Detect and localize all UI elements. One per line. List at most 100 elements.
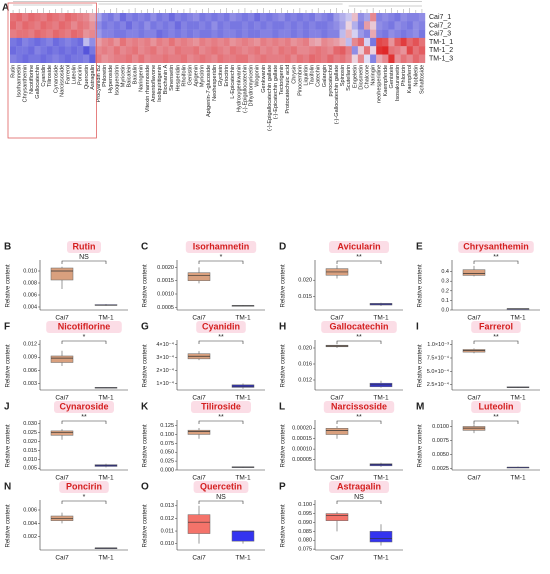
heatmap-cell	[107, 21, 114, 30]
heatmap-cell	[162, 37, 169, 47]
column-label: Cynaroside	[53, 65, 59, 93]
heatmap-cell	[217, 13, 224, 22]
y-tick-label: 0.0025	[432, 466, 449, 472]
heatmap-cell	[89, 54, 96, 63]
column-label: Dihydromyricetin	[249, 65, 255, 107]
y-tick-label: 0.020	[298, 345, 312, 351]
heatmap-cell	[64, 54, 72, 63]
y-tick-label: 0.100	[160, 432, 174, 438]
heatmap-cell	[363, 46, 371, 55]
heatmap-cell	[229, 46, 237, 55]
heatmap-cell	[168, 54, 175, 63]
heatmap-cell	[260, 54, 267, 63]
heatmap-cell	[40, 21, 47, 30]
heatmap-cell	[95, 13, 102, 22]
heatmap-cell	[309, 21, 316, 30]
heatmap-cell	[388, 46, 395, 55]
heatmap-cell	[211, 46, 218, 55]
heatmap-cell	[418, 46, 426, 55]
heatmap-cell	[113, 46, 121, 55]
heatmap-cell	[284, 46, 291, 55]
x-tick-label: TM-1	[510, 475, 526, 482]
heatmap-cell	[168, 46, 175, 55]
panel-title: Rutin	[73, 241, 96, 251]
column-label: (-)-Gallocatechin gallate	[334, 65, 340, 124]
heatmap-cell	[95, 46, 102, 55]
heatmap-cell	[101, 54, 108, 63]
panel-title: Cynaroside	[59, 401, 108, 411]
title-highlight	[54, 401, 114, 413]
heatmap-cell	[28, 46, 35, 55]
heatmap-cell	[382, 54, 389, 63]
heatmap-cell	[83, 21, 90, 30]
heatmap-cell	[34, 21, 41, 30]
panel-letter: E	[416, 242, 423, 253]
significance: **	[81, 414, 87, 421]
heatmap-cell	[400, 37, 407, 47]
x-tick-label: Cai7	[330, 315, 344, 322]
heatmap-cell	[71, 21, 78, 30]
heatmap-cell	[180, 54, 188, 63]
heatmap-cell	[217, 46, 224, 55]
y-axis-label: Relative content	[281, 344, 287, 387]
heatmap-cell	[339, 54, 346, 63]
heatmap-cell	[205, 46, 212, 55]
heatmap-cell	[144, 21, 151, 30]
y-tick-label: 0.000	[160, 467, 174, 473]
heatmap-cell	[394, 54, 401, 63]
heatmap-cell	[113, 21, 121, 30]
heatmap-cell	[199, 54, 206, 63]
heatmap-cell	[357, 46, 365, 55]
heatmap-cell	[272, 13, 279, 22]
panel-letter: P	[279, 482, 286, 493]
y-tick-label: 0.00010	[292, 447, 312, 453]
heatmap-cell	[144, 54, 151, 63]
heatmap-cell	[235, 46, 243, 55]
column-label: Schaftoside	[419, 65, 425, 94]
panel-title: Quercetin	[200, 481, 242, 491]
heatmap-cell	[71, 13, 78, 22]
column-label: Isoquercitrin	[114, 65, 120, 95]
heatmap-cell	[138, 37, 145, 47]
heatmap-cell	[211, 37, 218, 47]
heatmap-cell	[199, 29, 206, 39]
column-label: Vitexin rhamnoside	[145, 65, 151, 112]
heatmap-cell	[351, 29, 359, 39]
heatmap-cell	[144, 13, 151, 22]
heatmap-cell	[388, 13, 395, 22]
x-tick-label: TM-1	[373, 555, 389, 562]
heatmap-cell	[376, 13, 383, 22]
column-label: Hydroxygenkwanin	[236, 65, 242, 112]
heatmap-cell	[107, 37, 114, 47]
heatmap-cell	[174, 37, 182, 47]
y-tick-label: 0.0015	[157, 278, 174, 284]
y-axis-label: Relative content	[418, 424, 424, 467]
column-label: pyrocatechol	[328, 65, 334, 97]
heatmap-cell	[406, 21, 413, 30]
y-axis-label: Relative content	[6, 264, 12, 307]
column-label: Engeletin	[352, 65, 358, 88]
heatmap-cell	[315, 21, 322, 30]
heatmap-cell	[357, 37, 365, 47]
heatmap-cell	[125, 54, 133, 63]
y-tick-label: 0.010	[23, 457, 37, 463]
x-tick-label: Cai7	[55, 395, 69, 402]
heatmap-cell	[327, 37, 334, 47]
y-tick-label: 0.012	[298, 377, 312, 383]
heatmap-cell	[370, 21, 377, 30]
y-axis-label: Relative content	[281, 504, 287, 547]
heatmap-cell	[266, 13, 273, 22]
y-tick-label: 0.050	[160, 450, 174, 456]
heatmap-cell	[10, 21, 17, 30]
heatmap-cell	[376, 21, 383, 30]
significance-bracket	[61, 260, 107, 264]
heatmap-cell	[22, 21, 29, 30]
heatmap-cell	[333, 13, 340, 22]
heatmap-cell	[34, 46, 41, 55]
heatmap-cell	[138, 46, 145, 55]
heatmap-cell	[40, 13, 47, 22]
y-tick-label: 0.0005	[157, 305, 174, 311]
heatmap-cell	[363, 37, 371, 47]
heatmap-cell	[89, 37, 96, 47]
heatmap-cell	[327, 13, 334, 22]
